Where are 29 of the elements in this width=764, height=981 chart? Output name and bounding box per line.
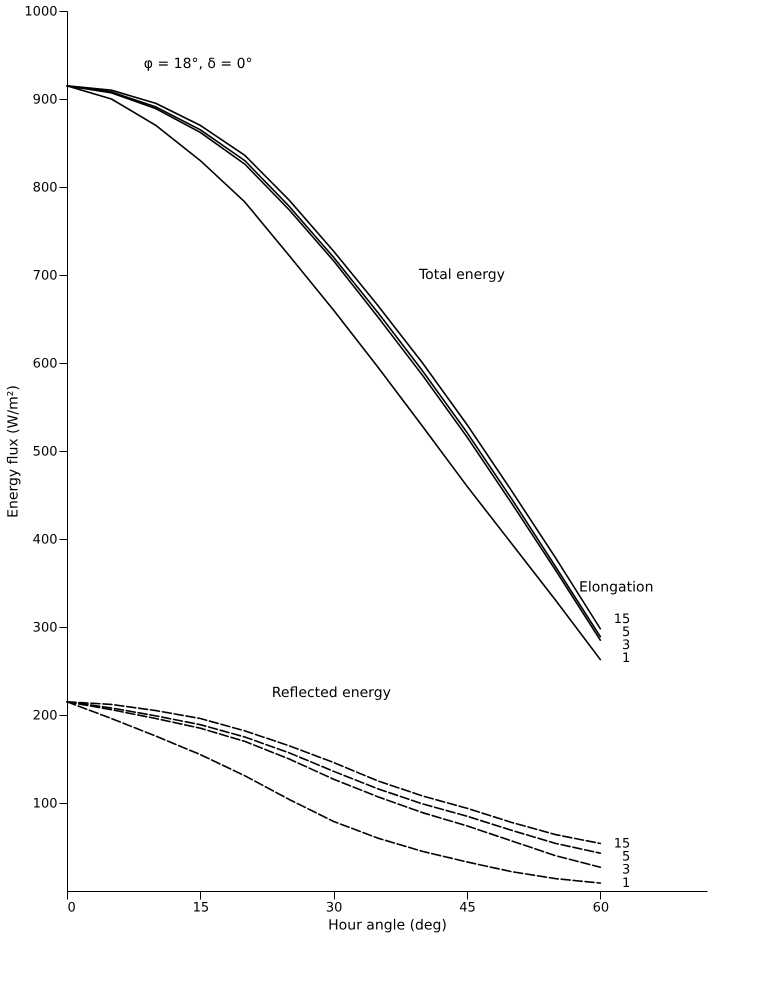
x-tick-label: 60 (592, 900, 610, 916)
x-tick-label: 0 (68, 900, 76, 916)
y-tick-label: 200 (32, 708, 58, 724)
series-label: 3 (622, 862, 630, 878)
y-axis-title: Energy flux (W/m²) (5, 385, 22, 518)
series-label: 1 (622, 650, 630, 666)
annotation: Reflected energy (272, 685, 391, 701)
x-tick-label: 45 (459, 900, 476, 916)
y-tick-label: 900 (32, 92, 58, 108)
series-label: 15 (614, 612, 630, 627)
y-tick-label: 500 (32, 444, 58, 460)
series-label: 15 (614, 836, 630, 852)
x-axis-title: Hour angle (deg) (328, 918, 447, 934)
y-tick-label: 600 (32, 356, 58, 372)
y-tick-label: 400 (32, 532, 58, 548)
x-tick-label: 30 (326, 900, 342, 916)
x-tick-label: 15 (192, 900, 210, 916)
series-label: 1 (622, 876, 630, 892)
series-label: 5 (622, 849, 630, 864)
series-label: 5 (622, 624, 630, 640)
y-tick-label: 1000 (24, 4, 58, 20)
y-tick-label: 100 (32, 796, 58, 812)
y-tick-label: 700 (32, 268, 58, 284)
annotation: φ = 18°, δ = 0° (144, 56, 252, 72)
y-tick-label: 800 (32, 180, 58, 196)
series-label: 3 (622, 638, 630, 653)
annotation: Elongation (579, 579, 654, 596)
y-tick-label: 300 (32, 620, 58, 636)
annotation: Total energy (418, 267, 505, 283)
